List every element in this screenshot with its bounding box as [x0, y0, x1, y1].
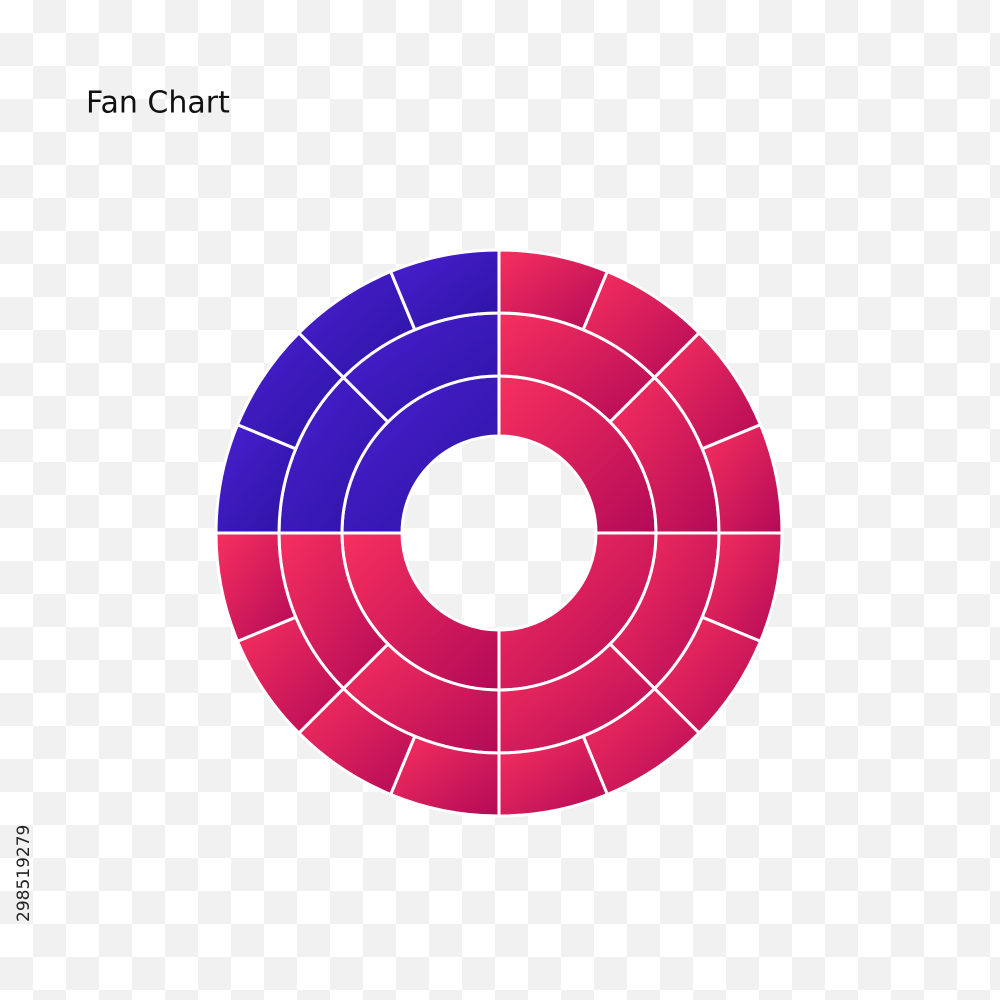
image-id: 298519279 [14, 825, 34, 922]
fan-chart [214, 248, 784, 818]
fan-segment [388, 248, 501, 332]
title: Fan Chart [86, 86, 230, 121]
